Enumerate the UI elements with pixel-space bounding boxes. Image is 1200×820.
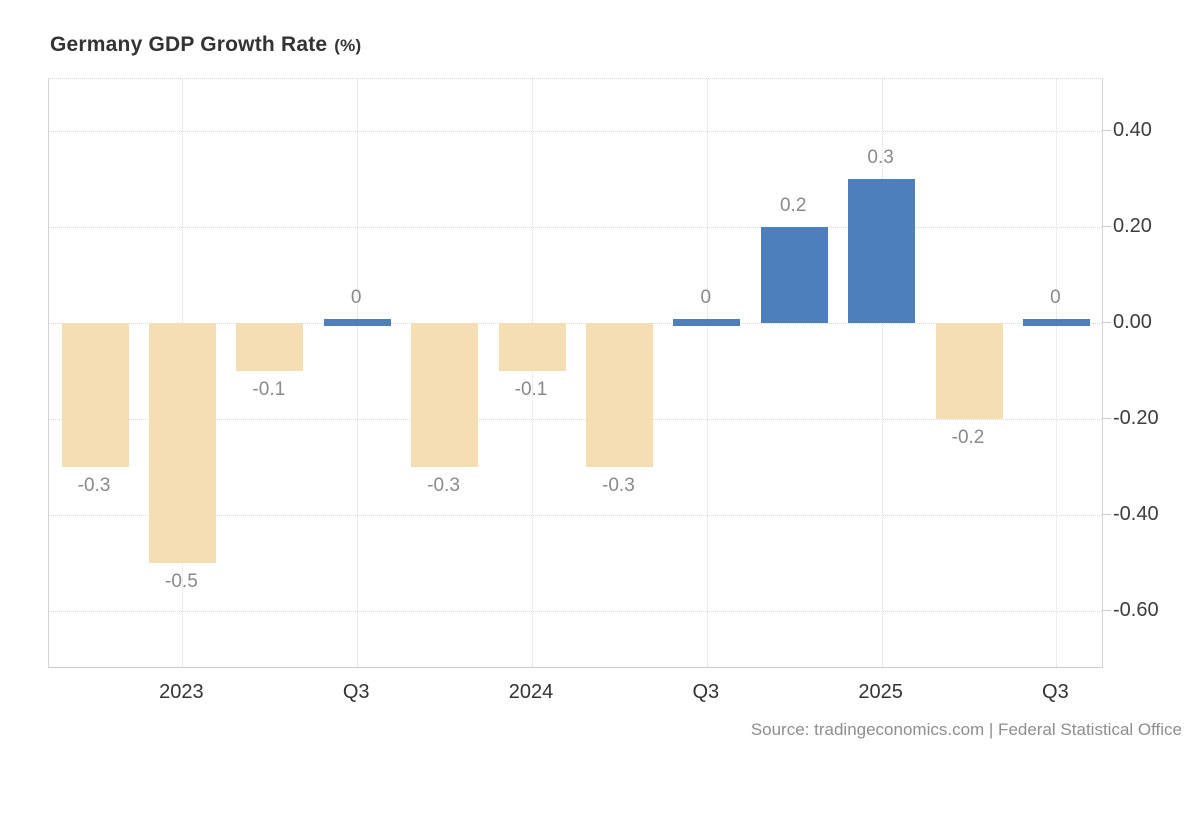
bar-value-label: -0.5 [165, 571, 198, 592]
y-axis-tick [1103, 226, 1111, 227]
y-axis-tick [1103, 130, 1111, 131]
bar-2025[interactable] [848, 179, 916, 323]
bar-q2-2023[interactable] [236, 323, 304, 371]
source-attribution: Source: tradingeconomics.com | Federal S… [750, 720, 1182, 739]
x-axis-label: Q3 [692, 681, 720, 703]
bar-q4-2024[interactable] [760, 227, 828, 323]
bar-q2-2025[interactable] [935, 323, 1003, 419]
gridline-vertical [881, 79, 883, 667]
gridline-vertical [706, 79, 708, 667]
chart-title-text: Germany GDP Growth Rate [50, 33, 328, 56]
y-axis-label: 0.40 [1113, 119, 1152, 141]
bar-q3[interactable] [1022, 319, 1090, 326]
x-axis-label: Q3 [1042, 681, 1069, 703]
y-axis-label: -0.20 [1113, 407, 1159, 429]
chart-title-unit: (%) [334, 36, 362, 55]
y-axis-label: 0.20 [1113, 215, 1152, 237]
bar-2024[interactable] [498, 323, 566, 371]
bar-q2-2024[interactable] [585, 323, 653, 467]
y-axis-label: -0.60 [1113, 599, 1159, 621]
y-axis-tick [1103, 322, 1111, 323]
gridline-vertical [357, 79, 359, 667]
x-axis-label: Q3 [342, 681, 370, 703]
bar-value-label: -0.3 [77, 475, 111, 496]
bar-q3[interactable] [323, 319, 391, 326]
bar-q4-2022[interactable] [61, 323, 129, 467]
y-axis-tick [1103, 610, 1111, 611]
gridline-horizontal [49, 227, 1102, 228]
y-axis-tick [1103, 418, 1111, 419]
bar-value-label: 0 [350, 287, 362, 308]
bar-2023[interactable] [148, 323, 216, 563]
x-axis-label: 2023 [159, 681, 204, 703]
chart-title: Germany GDP Growth Rate (%) [50, 33, 361, 57]
plot-area [48, 78, 1103, 668]
gridline-vertical [1056, 79, 1058, 667]
bar-q4-2023[interactable] [411, 323, 479, 467]
x-axis-label: 2024 [508, 681, 554, 703]
bar-value-label: -0.1 [514, 379, 548, 400]
y-axis-label: 0.00 [1113, 311, 1152, 333]
x-axis-label: 2025 [858, 681, 903, 703]
y-axis-tick [1103, 514, 1111, 515]
bar-value-label: -0.1 [252, 379, 286, 400]
gridline-horizontal [49, 611, 1102, 612]
bar-value-label: -0.3 [602, 475, 635, 496]
bar-q3[interactable] [673, 319, 741, 326]
bar-value-label: 0 [700, 287, 712, 308]
bar-value-label: -0.2 [951, 427, 985, 448]
bar-value-label: 0 [1050, 287, 1061, 308]
y-axis-label: -0.40 [1113, 503, 1159, 525]
gridline-horizontal [49, 419, 1102, 420]
gridline-horizontal [49, 131, 1102, 132]
bar-value-label: -0.3 [427, 475, 460, 496]
gridline-horizontal [49, 515, 1102, 516]
bar-value-label: 0.3 [867, 147, 894, 168]
gridline-horizontal [49, 323, 1102, 324]
bar-value-label: 0.2 [779, 195, 807, 216]
gridline-vertical [532, 79, 533, 667]
